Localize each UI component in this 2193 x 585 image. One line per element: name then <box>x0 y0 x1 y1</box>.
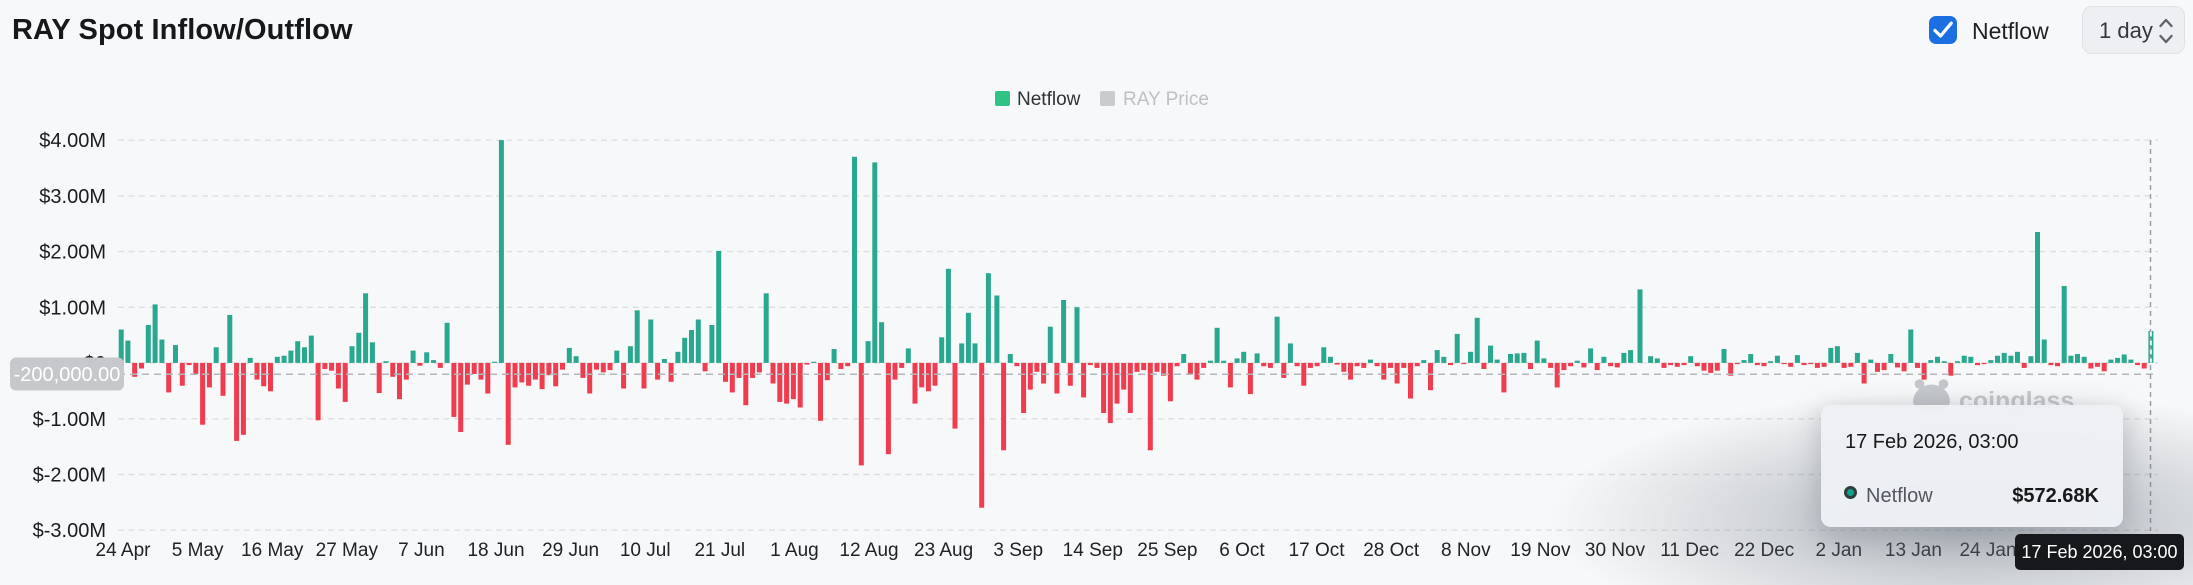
svg-text:29 Jun: 29 Jun <box>542 540 599 561</box>
svg-text:21 Jul: 21 Jul <box>694 540 745 561</box>
svg-text:7 Jun: 7 Jun <box>398 540 444 561</box>
svg-text:23 Aug: 23 Aug <box>914 540 973 561</box>
svg-text:$-3.00M: $-3.00M <box>33 520 106 542</box>
svg-text:$-2.00M: $-2.00M <box>33 465 106 487</box>
svg-text:$3.00M: $3.00M <box>39 186 106 208</box>
svg-text:24 Apr: 24 Apr <box>96 540 152 561</box>
svg-text:10 Jul: 10 Jul <box>620 540 671 561</box>
svg-text:18 Jun: 18 Jun <box>467 540 524 561</box>
svg-text:12 Aug: 12 Aug <box>839 540 898 561</box>
svg-text:25 Sep: 25 Sep <box>1137 540 1197 561</box>
svg-text:5 May: 5 May <box>172 540 224 561</box>
svg-text:$4.00M: $4.00M <box>39 130 106 152</box>
svg-text:27 May: 27 May <box>316 540 379 561</box>
svg-text:$1.00M: $1.00M <box>39 297 106 319</box>
svg-text:6 Oct: 6 Oct <box>1219 540 1265 561</box>
svg-text:$-1.00M: $-1.00M <box>33 409 106 431</box>
svg-text:$2.00M: $2.00M <box>39 242 106 264</box>
svg-text:16 May: 16 May <box>241 540 304 561</box>
svg-text:14 Sep: 14 Sep <box>1063 540 1123 561</box>
svg-text:1 Aug: 1 Aug <box>770 540 819 561</box>
svg-text:-200,000.00: -200,000.00 <box>14 364 121 386</box>
svg-text:3 Sep: 3 Sep <box>993 540 1043 561</box>
